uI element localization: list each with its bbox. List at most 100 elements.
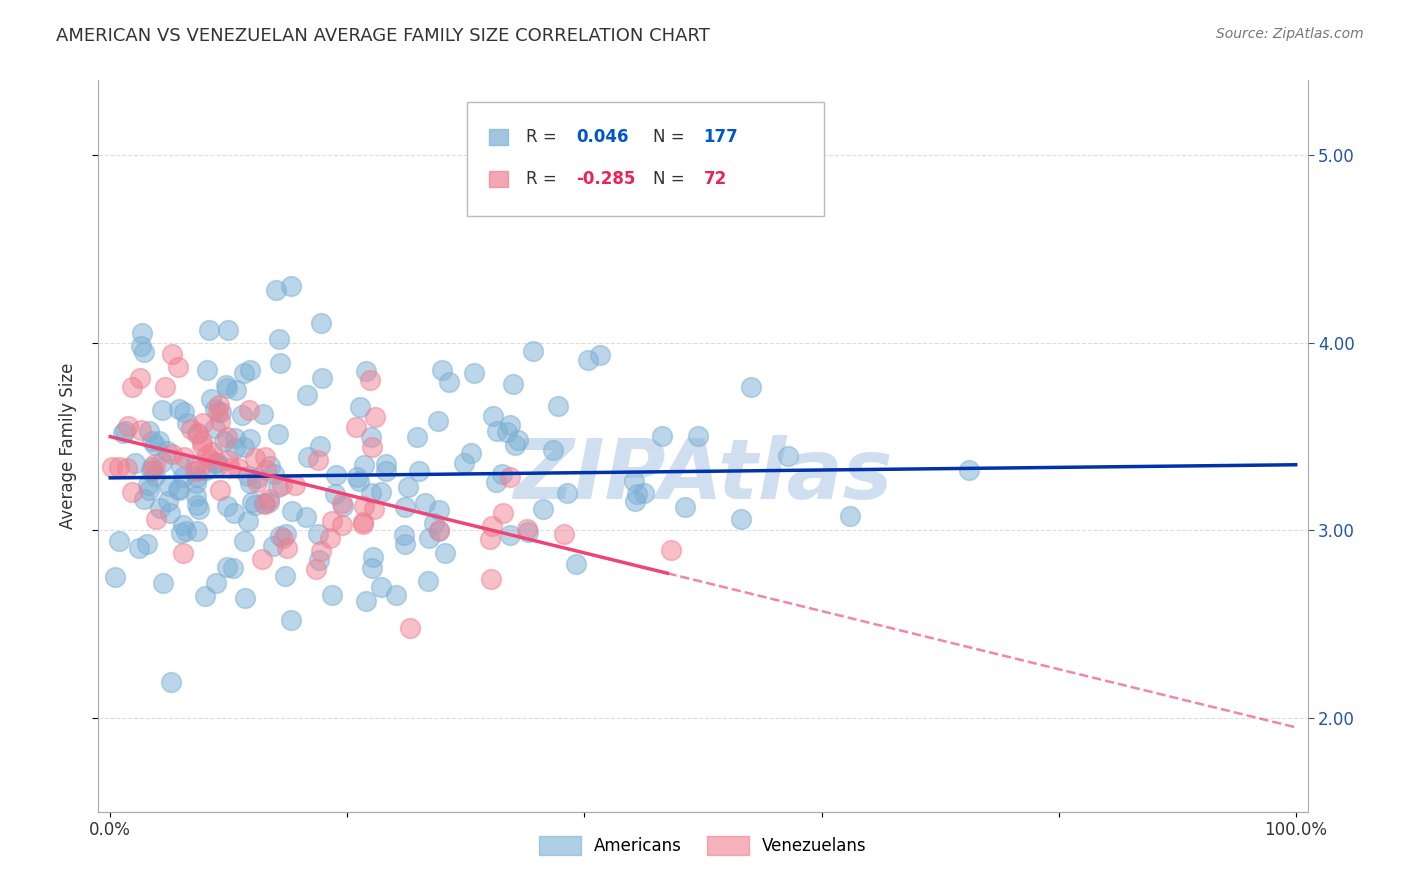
Point: [418, 574, 440, 588]
Point: [205, 576, 228, 591]
Point: [311, 370, 333, 384]
Point: [547, 399, 569, 413]
Point: [359, 373, 381, 387]
Point: [121, 380, 143, 394]
Point: [479, 533, 502, 547]
Point: [309, 317, 332, 331]
Point: [349, 400, 371, 414]
Point: [274, 569, 297, 583]
Point: [276, 541, 298, 555]
Point: [280, 503, 302, 517]
Text: N =: N =: [652, 128, 689, 146]
Point: [176, 417, 198, 431]
Point: [307, 453, 329, 467]
Point: [184, 489, 207, 503]
Point: [624, 493, 647, 508]
Point: [271, 531, 294, 545]
Point: [136, 477, 159, 491]
Point: [173, 405, 195, 419]
Point: [188, 463, 211, 477]
Point: [481, 518, 503, 533]
Point: [363, 502, 385, 516]
Point: [353, 458, 375, 472]
Point: [208, 483, 231, 498]
Point: [143, 469, 166, 483]
Point: [522, 344, 544, 359]
Point: [254, 450, 277, 464]
Y-axis label: Average Family Size: Average Family Size: [59, 363, 77, 529]
Point: [405, 430, 427, 444]
Point: [129, 371, 152, 385]
Point: [225, 383, 247, 397]
Point: [149, 501, 172, 516]
Point: [325, 467, 347, 482]
FancyBboxPatch shape: [467, 103, 824, 216]
Point: [201, 444, 224, 458]
Point: [262, 539, 284, 553]
Point: [243, 450, 266, 465]
Text: R =: R =: [526, 170, 562, 188]
Point: [633, 486, 655, 500]
Text: AMERICAN VS VENEZUELAN AVERAGE FAMILY SIZE CORRELATION CHART: AMERICAN VS VENEZUELAN AVERAGE FAMILY SI…: [56, 27, 710, 45]
Point: [370, 580, 392, 594]
Point: [236, 514, 259, 528]
Point: [394, 500, 416, 515]
Point: [257, 491, 280, 506]
Point: [232, 440, 254, 454]
Point: [205, 455, 228, 469]
Point: [361, 549, 384, 564]
Point: [263, 467, 285, 481]
Point: [434, 546, 457, 560]
Point: [253, 496, 276, 510]
Point: [352, 515, 374, 529]
Point: [117, 418, 139, 433]
Point: [267, 427, 290, 442]
Point: [200, 392, 222, 407]
Point: [142, 463, 165, 477]
Point: [107, 460, 129, 475]
Point: [228, 460, 250, 475]
Point: [399, 621, 422, 635]
Point: [491, 467, 513, 481]
Point: [239, 475, 262, 490]
Point: [167, 402, 190, 417]
Point: [155, 380, 177, 394]
Point: [204, 421, 226, 435]
Point: [173, 450, 195, 464]
Point: [186, 524, 208, 538]
Point: [555, 486, 578, 500]
Point: [418, 532, 440, 546]
Point: [565, 557, 588, 571]
Point: [498, 528, 520, 542]
Point: [259, 458, 281, 473]
Point: [623, 474, 645, 488]
Point: [323, 487, 346, 501]
Point: [170, 526, 193, 541]
Point: [280, 278, 302, 293]
Point: [224, 431, 246, 445]
Point: [957, 463, 980, 477]
Point: [484, 475, 506, 489]
Point: [430, 363, 453, 377]
Point: [212, 434, 235, 448]
Point: [135, 537, 157, 551]
Point: [308, 553, 330, 567]
Point: [167, 483, 190, 497]
Point: [305, 562, 328, 576]
Point: [297, 450, 319, 464]
Point: [194, 589, 217, 603]
Point: [252, 552, 274, 566]
Point: [207, 405, 229, 419]
Text: R =: R =: [526, 128, 562, 146]
Point: [673, 500, 696, 515]
Point: [238, 469, 260, 483]
Point: [740, 380, 762, 394]
Point: [114, 425, 136, 439]
Point: [215, 378, 238, 392]
FancyBboxPatch shape: [489, 129, 508, 145]
Point: [516, 525, 538, 540]
Point: [209, 405, 232, 419]
Point: [347, 474, 370, 488]
Point: [492, 507, 515, 521]
Point: [128, 541, 150, 556]
